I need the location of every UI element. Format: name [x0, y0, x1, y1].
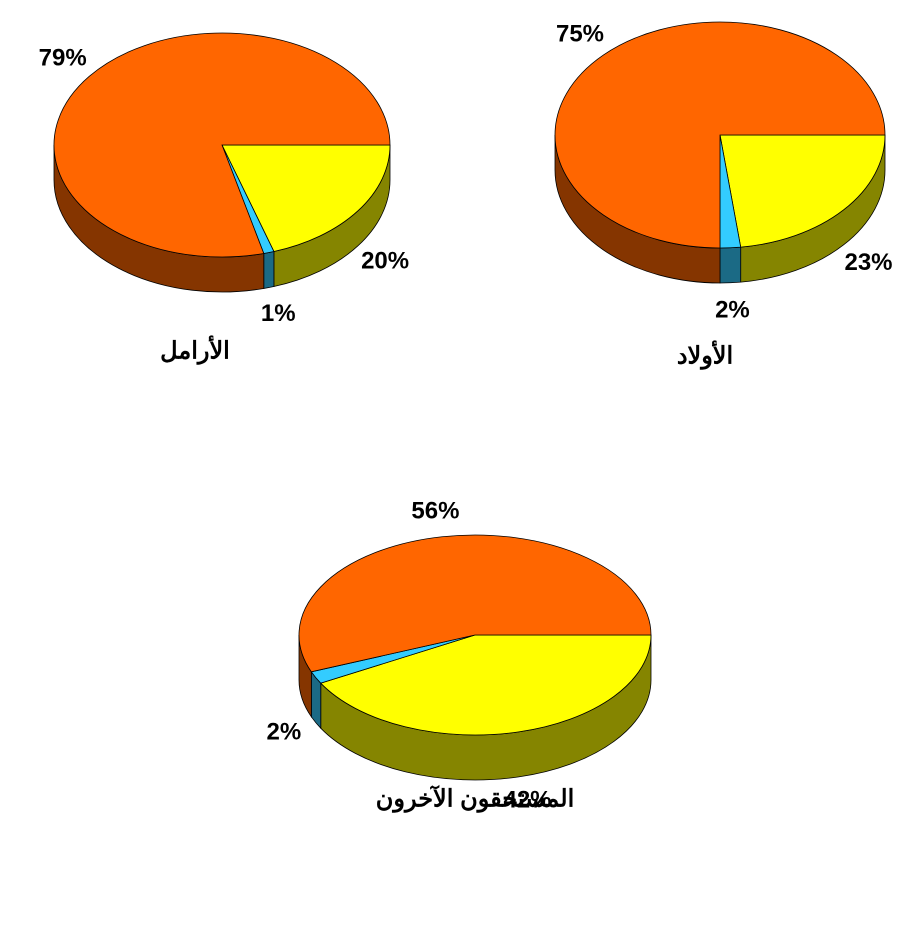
slice: [320, 634, 652, 736]
value-label: 1%: [261, 300, 296, 327]
slice: [719, 134, 886, 248]
value-label: 2%: [715, 296, 750, 323]
value-label: 2%: [267, 719, 302, 746]
slice-side: [263, 251, 275, 289]
slice: [554, 21, 886, 249]
chart-title: المستحقون الآخرون: [376, 783, 574, 813]
value-label: 23%: [844, 249, 892, 276]
slice: [298, 534, 652, 673]
value-label: 56%: [411, 498, 459, 525]
value-label: 79%: [39, 45, 87, 72]
chart-title: الأرامل: [160, 333, 230, 365]
chart-title: الأولاد: [677, 338, 733, 370]
slice: [53, 32, 391, 258]
value-label: 20%: [361, 248, 409, 275]
value-label: 42%: [503, 786, 551, 813]
slice: [221, 144, 391, 252]
slice-side: [719, 246, 742, 284]
value-label: 75%: [556, 20, 604, 47]
